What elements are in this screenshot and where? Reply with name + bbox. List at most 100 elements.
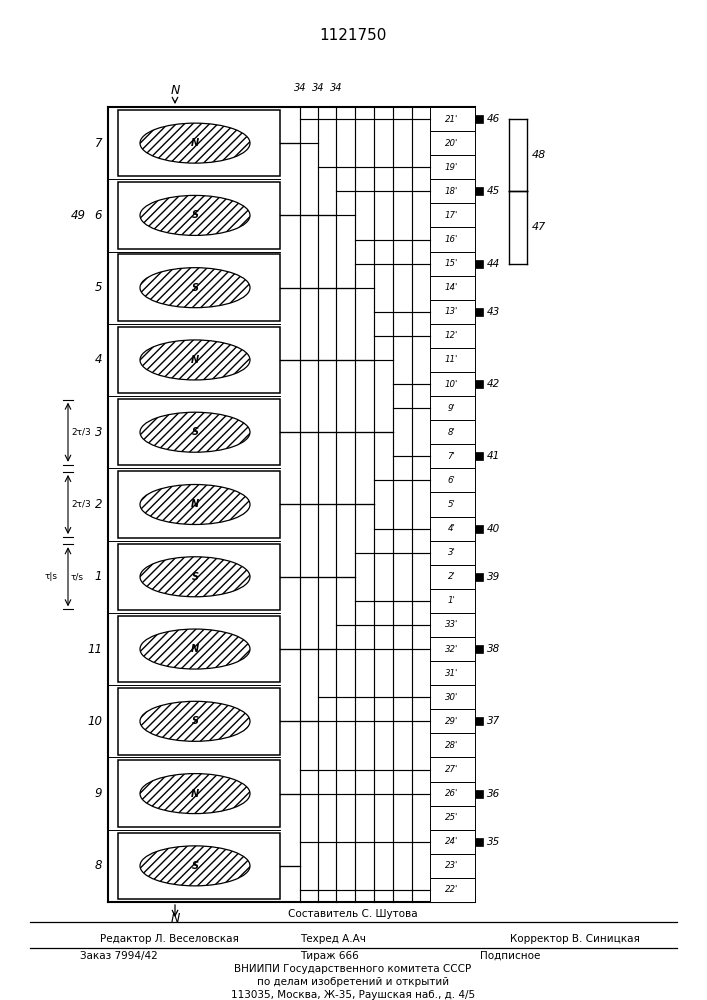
Text: N: N <box>170 84 180 97</box>
Bar <box>430 372 475 396</box>
Text: N: N <box>191 138 199 148</box>
Bar <box>118 327 280 393</box>
Text: 3: 3 <box>95 426 102 439</box>
Bar <box>430 613 475 637</box>
Bar <box>118 688 280 755</box>
Bar <box>430 806 475 830</box>
Text: 48: 48 <box>532 150 547 160</box>
Text: S: S <box>192 283 199 293</box>
Text: S: S <box>192 427 199 437</box>
Text: 42: 42 <box>487 379 501 389</box>
Text: 38: 38 <box>487 644 501 654</box>
Text: 2': 2' <box>448 572 455 581</box>
Text: по делам изобретений и открытий: по делам изобретений и открытий <box>257 977 449 987</box>
Bar <box>118 760 280 827</box>
Text: Техред А.Ач: Техред А.Ач <box>300 934 366 944</box>
Bar <box>430 396 475 420</box>
Bar <box>430 685 475 709</box>
Ellipse shape <box>140 774 250 814</box>
Text: 40: 40 <box>487 524 501 534</box>
Bar <box>475 187 483 195</box>
Text: 10: 10 <box>87 715 102 728</box>
Bar <box>430 492 475 517</box>
Text: 2: 2 <box>95 498 102 511</box>
Bar <box>475 380 483 388</box>
Ellipse shape <box>140 123 250 163</box>
Text: 20': 20' <box>445 139 458 148</box>
Bar <box>430 733 475 757</box>
Text: 7: 7 <box>95 137 102 150</box>
Text: 10': 10' <box>445 380 458 389</box>
Text: Тираж 666: Тираж 666 <box>300 951 358 961</box>
Text: 22': 22' <box>445 885 458 894</box>
Bar <box>430 830 475 854</box>
Text: N: N <box>191 499 199 509</box>
Text: 1: 1 <box>95 570 102 583</box>
Text: 25': 25' <box>445 813 458 822</box>
Text: 29': 29' <box>445 717 458 726</box>
Ellipse shape <box>140 268 250 308</box>
Bar <box>430 203 475 227</box>
Text: 34: 34 <box>329 83 342 93</box>
Text: 47: 47 <box>532 222 547 232</box>
Text: N: N <box>191 355 199 365</box>
Bar <box>475 260 483 268</box>
Bar <box>430 107 475 131</box>
Text: 6': 6' <box>448 476 455 485</box>
Text: Составитель С. Шутова: Составитель С. Шутова <box>288 909 418 919</box>
Text: 32': 32' <box>445 645 458 654</box>
Bar <box>430 131 475 155</box>
Text: τ/s: τ/s <box>71 572 84 581</box>
Text: 34: 34 <box>293 83 306 93</box>
Text: 37: 37 <box>487 716 501 726</box>
Bar <box>475 525 483 533</box>
Bar <box>475 717 483 725</box>
Bar <box>430 348 475 372</box>
Bar <box>430 468 475 492</box>
Text: 17': 17' <box>445 211 458 220</box>
Text: 113035, Москва, Ж-35, Раушская наб., д. 4/5: 113035, Москва, Ж-35, Раушская наб., д. … <box>231 990 475 1000</box>
Text: 43: 43 <box>487 307 501 317</box>
Text: 7': 7' <box>448 452 455 461</box>
Bar <box>430 252 475 276</box>
Bar <box>475 838 483 846</box>
Bar <box>118 182 280 249</box>
Text: 27': 27' <box>445 765 458 774</box>
Text: 12': 12' <box>445 331 458 340</box>
Text: Заказ 7994/42: Заказ 7994/42 <box>80 951 158 961</box>
Text: N: N <box>170 912 180 925</box>
Text: 24': 24' <box>445 837 458 846</box>
Text: 8': 8' <box>448 428 455 437</box>
Text: 39: 39 <box>487 572 501 582</box>
Bar <box>475 645 483 653</box>
Text: 41: 41 <box>487 451 501 461</box>
Text: 34: 34 <box>312 83 325 93</box>
Bar <box>430 757 475 782</box>
Bar <box>430 276 475 300</box>
Text: 31': 31' <box>445 669 458 678</box>
Text: Подписное: Подписное <box>480 951 540 961</box>
Text: 11: 11 <box>87 643 102 656</box>
Bar <box>118 110 280 176</box>
Text: 9': 9' <box>448 404 455 413</box>
Ellipse shape <box>140 846 250 886</box>
Text: 33': 33' <box>445 620 458 629</box>
Text: 9: 9 <box>95 787 102 800</box>
Text: 1121750: 1121750 <box>320 27 387 42</box>
Ellipse shape <box>140 412 250 452</box>
Bar <box>475 790 483 798</box>
Bar <box>430 661 475 685</box>
Bar <box>430 637 475 661</box>
Text: N: N <box>191 644 199 654</box>
Text: 5: 5 <box>95 281 102 294</box>
Text: 18': 18' <box>445 187 458 196</box>
Text: S: S <box>192 210 199 220</box>
Text: 8: 8 <box>95 859 102 872</box>
Bar <box>430 565 475 589</box>
Ellipse shape <box>140 340 250 380</box>
Bar <box>430 324 475 348</box>
Bar <box>118 399 280 465</box>
Text: 45: 45 <box>487 186 501 196</box>
Bar <box>430 589 475 613</box>
Bar <box>118 833 280 899</box>
